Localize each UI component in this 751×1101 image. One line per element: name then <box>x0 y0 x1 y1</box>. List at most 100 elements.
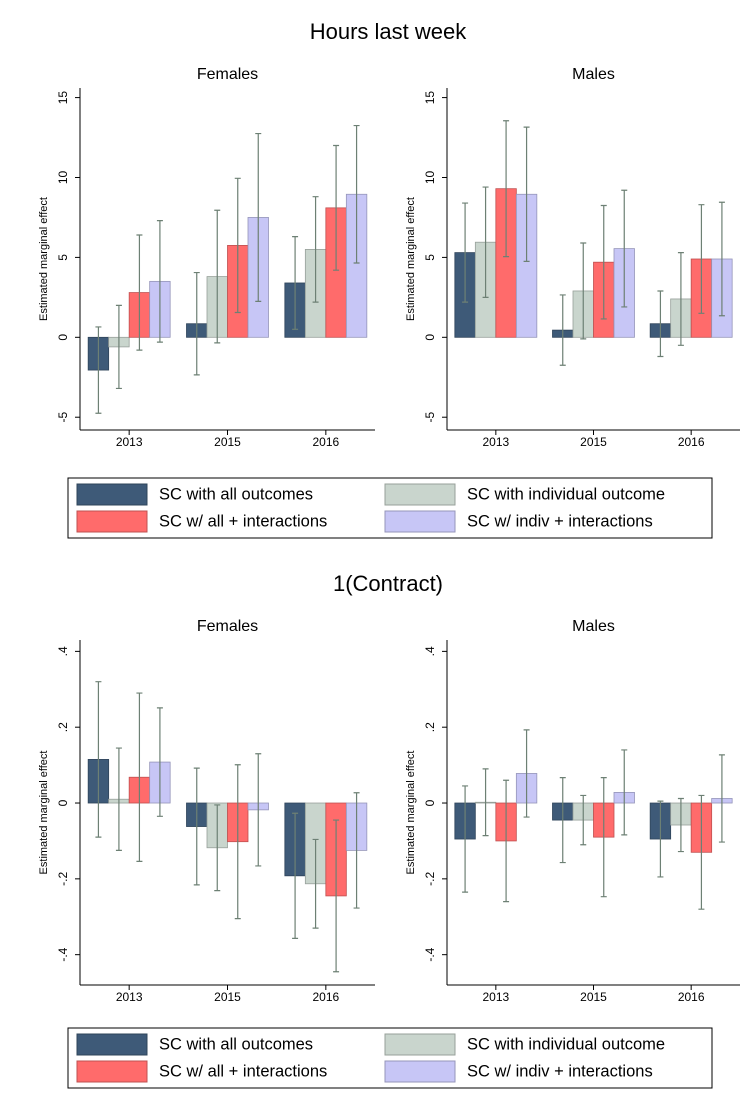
error-bar <box>95 326 102 414</box>
panel-title: Males <box>572 618 615 635</box>
error-bar <box>677 252 684 346</box>
x-tick-label: 2013 <box>482 990 509 1004</box>
error-bar <box>718 754 725 843</box>
error-bar <box>193 271 200 376</box>
error-bar <box>255 132 262 302</box>
x-tick-label: 2013 <box>116 990 143 1004</box>
error-bar <box>234 177 241 314</box>
y-tick-label: 15 <box>56 91 70 105</box>
error-bar <box>523 729 530 818</box>
error-bar <box>255 753 262 867</box>
error-bar <box>333 144 340 271</box>
error-bar <box>214 209 221 344</box>
section-title: Hours last week <box>310 19 468 44</box>
error-bar <box>193 767 200 886</box>
y-tick-label: .4 <box>423 646 437 656</box>
error-bar <box>657 800 664 878</box>
y-tick-label: 5 <box>56 254 70 261</box>
error-bar <box>156 220 163 343</box>
panel-title: Females <box>197 66 258 83</box>
error-bar <box>462 202 469 303</box>
y-axis-label: Estimated marginal effect <box>38 751 50 875</box>
y-tick-label: -.4 <box>423 947 437 961</box>
y-tick-label: 0 <box>56 334 70 341</box>
y-tick-label: .2 <box>56 722 70 732</box>
error-bar <box>600 204 607 320</box>
error-bar <box>677 797 684 853</box>
error-bar <box>580 242 587 340</box>
error-bar <box>698 204 705 314</box>
legend-label: SC w/ all + interactions <box>159 512 327 530</box>
y-tick-label: 10 <box>423 171 437 185</box>
error-bar <box>292 812 299 939</box>
legend-swatch <box>76 1060 148 1083</box>
legend-swatch <box>384 1033 456 1056</box>
error-bar <box>698 794 705 910</box>
error-bar <box>353 792 360 909</box>
error-bar <box>234 764 241 920</box>
error-bar <box>503 120 510 258</box>
panel-title: Males <box>572 66 615 83</box>
error-bar <box>621 189 628 308</box>
error-bar <box>503 779 510 903</box>
y-tick-label: -.2 <box>423 872 437 886</box>
error-bar <box>657 290 664 358</box>
y-tick-label: 0 <box>423 799 437 806</box>
legend-label: SC w/ all + interactions <box>159 1062 327 1080</box>
y-tick-label: -.2 <box>56 872 70 886</box>
error-bar <box>621 749 628 836</box>
error-bar <box>156 707 163 817</box>
x-tick-label: 2013 <box>116 435 143 449</box>
legend-label: SC w/ indiv + interactions <box>467 1062 653 1080</box>
error-bar <box>115 304 122 390</box>
error-bar <box>559 294 566 366</box>
x-tick-label: 2016 <box>312 435 339 449</box>
legend-swatch <box>76 1033 148 1056</box>
y-tick-label: .4 <box>56 646 70 656</box>
x-tick-label: 2015 <box>580 990 607 1004</box>
y-tick-label: 10 <box>56 171 70 185</box>
x-tick-label: 2015 <box>580 435 607 449</box>
y-tick-label: 0 <box>56 799 70 806</box>
x-tick-label: 2016 <box>678 990 705 1004</box>
y-tick-label: -5 <box>56 412 70 423</box>
error-bar <box>214 804 221 892</box>
error-bar <box>312 838 319 929</box>
error-bar <box>718 201 725 317</box>
error-bar <box>523 126 530 262</box>
legend-label: SC with individual outcome <box>467 1035 665 1053</box>
legend-label: SC w/ indiv + interactions <box>467 512 653 530</box>
legend-swatch <box>76 483 148 506</box>
error-bar <box>353 124 360 264</box>
legend-label: SC with individual outcome <box>467 485 665 503</box>
y-axis-label: Estimated marginal effect <box>405 197 417 321</box>
panel-title: Females <box>197 618 258 635</box>
error-bar <box>333 819 340 973</box>
error-bar <box>292 236 299 330</box>
y-tick-label: -.4 <box>56 947 70 961</box>
legend-swatch <box>384 1060 456 1083</box>
error-bar <box>482 186 489 298</box>
x-tick-label: 2013 <box>482 435 509 449</box>
y-tick-label: 5 <box>423 254 437 261</box>
x-tick-label: 2015 <box>214 990 241 1004</box>
y-axis-label: Estimated marginal effect <box>405 751 417 875</box>
error-bar <box>95 681 102 838</box>
legend-swatch <box>76 510 148 533</box>
legend-label: SC with all outcomes <box>159 485 313 503</box>
error-bar <box>580 794 587 846</box>
section-title: 1(Contract) <box>333 571 443 596</box>
error-bar <box>559 777 566 864</box>
error-bar <box>482 768 489 837</box>
y-tick-label: 15 <box>423 91 437 105</box>
y-tick-label: .2 <box>423 722 437 732</box>
legend-label: SC with all outcomes <box>159 1035 313 1053</box>
legend-swatch <box>384 510 456 533</box>
error-bar <box>136 234 143 351</box>
error-bar <box>312 196 319 303</box>
legend-swatch <box>384 483 456 506</box>
x-tick-label: 2015 <box>214 435 241 449</box>
error-bar <box>600 777 607 898</box>
x-tick-label: 2016 <box>678 435 705 449</box>
